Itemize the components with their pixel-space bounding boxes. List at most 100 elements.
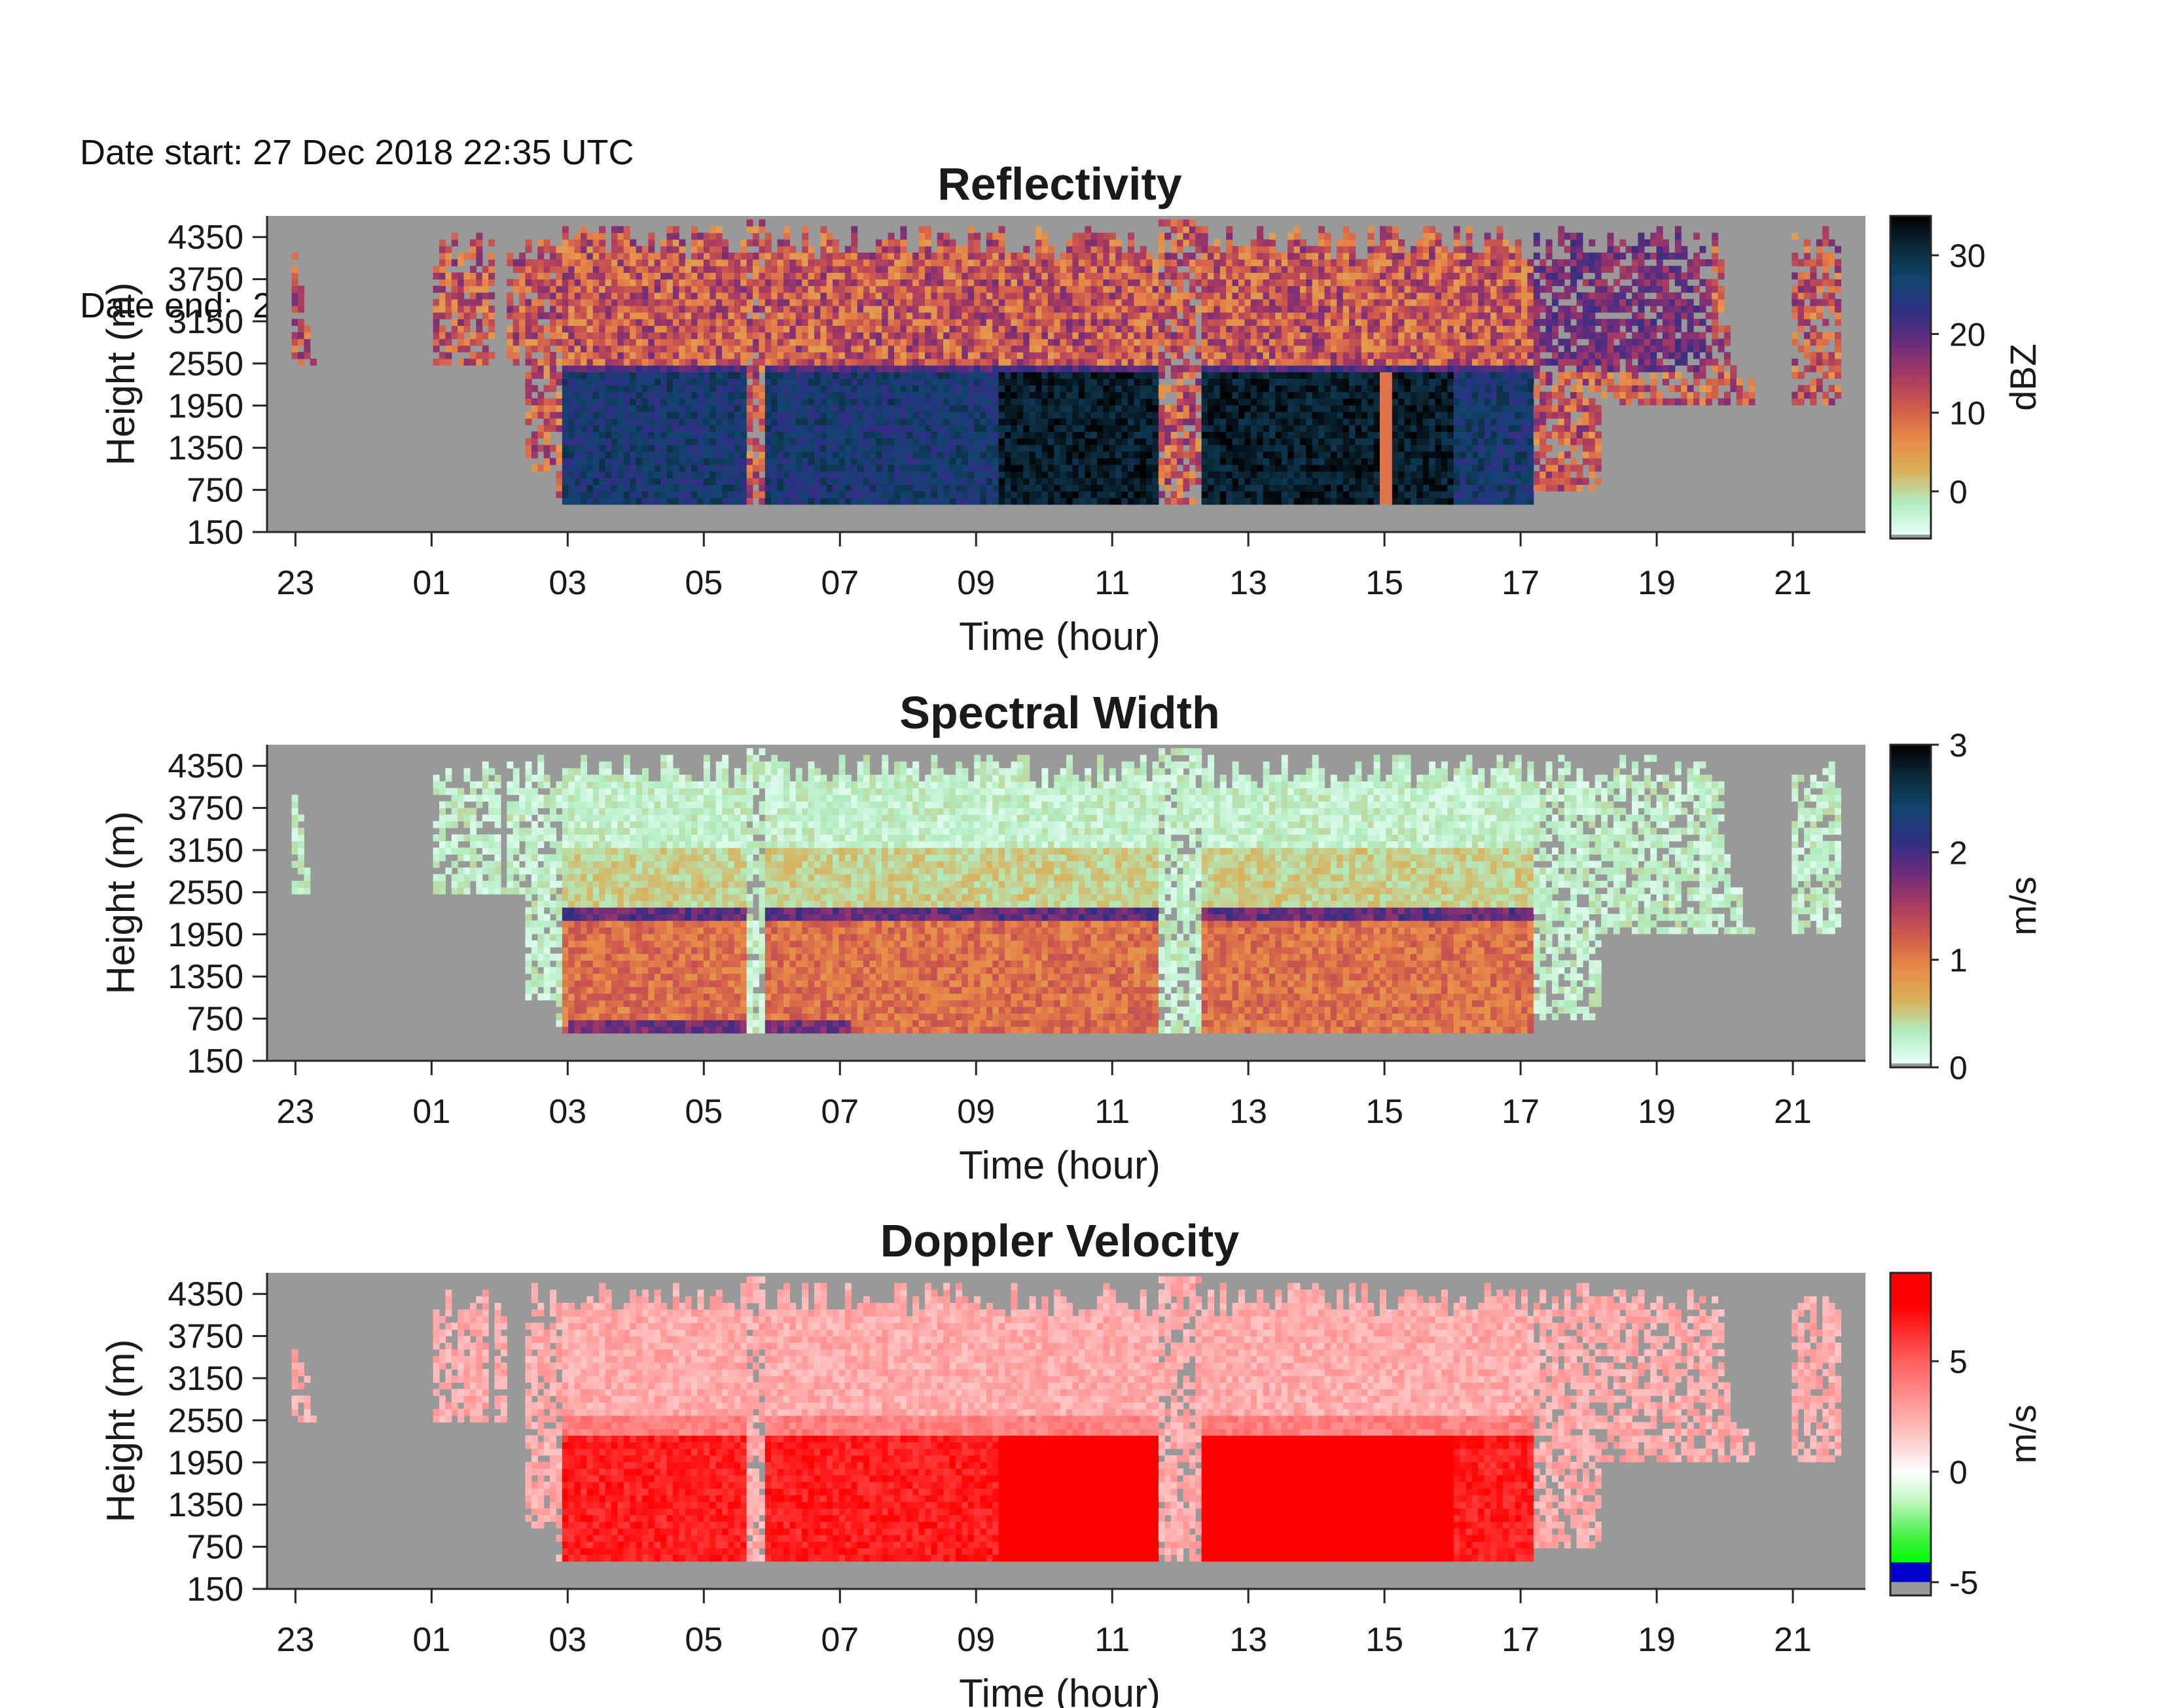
heatmap-cell [759,351,766,359]
heatmap-cell [943,471,950,478]
heatmap-cell [986,398,993,406]
heatmap-cell [882,358,889,366]
heatmap-cell [851,319,858,326]
heatmap-cell [1140,431,1147,439]
heatmap-cell [838,266,846,273]
heatmap-cell [740,325,747,333]
heatmap-cell [660,266,668,273]
heatmap-cell [869,444,876,452]
heatmap-cell [962,491,969,499]
heatmap-cell [451,319,458,326]
heatmap-cell [1023,259,1030,266]
heatmap-cell [568,252,575,260]
heatmap-cell [1103,239,1110,247]
heatmap-cell [1183,431,1190,439]
heatmap-cell [1054,279,1061,287]
heatmap-cell [1214,457,1221,465]
heatmap-cell [1244,497,1251,505]
heatmap-cell [611,351,618,359]
heatmap-cell [586,259,594,266]
heatmap-cell [955,398,962,406]
heatmap-cell [1195,385,1202,393]
heatmap-cell [851,404,858,412]
heatmap-cell [777,358,784,366]
heatmap-cell [439,272,446,280]
heatmap-cell [1257,418,1264,425]
heatmap-cell [1146,398,1153,406]
heatmap-cell [967,351,975,359]
heatmap-cell [1103,404,1110,412]
heatmap-cell [1250,358,1257,366]
heatmap-cell [900,471,907,478]
heatmap-cell [863,478,871,485]
heatmap-cell [581,391,587,399]
heatmap-cell [1183,338,1190,346]
heatmap-cell [697,319,704,326]
heatmap-cell [882,285,889,293]
heatmap-cell [814,378,821,386]
heatmap-cell [998,451,1005,459]
heatmap-cell [1146,444,1153,452]
heatmap-cell [439,351,446,359]
heatmap-cell [568,266,575,273]
heatmap-cell [1201,292,1208,300]
heatmap-cell [1208,252,1215,260]
heatmap-cell [1072,239,1079,247]
heatmap-cell [1238,444,1245,452]
heatmap-cell [574,351,581,359]
heatmap-cell [697,391,704,399]
heatmap-cell [734,478,741,485]
heatmap-cell [611,451,618,459]
heatmap-cell [525,259,532,266]
heatmap-cell [1035,478,1043,485]
heatmap-cell [980,451,987,459]
heatmap-cell [617,411,624,419]
heatmap-cell [617,451,624,459]
heatmap-cell [851,478,858,485]
heatmap-cell [1158,239,1165,247]
heatmap-cell [1244,451,1251,459]
heatmap-cell [851,378,858,386]
heatmap-cell [715,245,723,253]
heatmap-cell [1177,457,1184,465]
heatmap-cell [955,332,962,340]
heatmap-cell [1072,491,1079,499]
heatmap-cell [1158,457,1165,465]
heatmap-cell [888,425,895,432]
heatmap-cell [955,418,962,425]
heatmap-column [955,245,962,505]
heatmap-cell [789,259,797,266]
heatmap-cell [556,404,563,412]
heatmap-cell [808,338,815,346]
heatmap-cell [980,365,987,372]
heatmap-cell [833,425,840,432]
heatmap-cell [1250,411,1257,419]
heatmap-cell [1195,478,1202,485]
heatmap-cell [1029,444,1036,452]
heatmap-cell [1121,444,1128,452]
heatmap-cell [691,464,698,472]
heatmap-cell [617,312,624,319]
heatmap-cell [710,259,717,266]
heatmap-cell [795,279,802,287]
heatmap-cell [808,398,815,406]
heatmap-cell [980,385,987,393]
heatmap-cell [820,497,827,505]
heatmap-cell [1109,378,1116,386]
heatmap-cell [581,298,587,306]
heatmap-cell [445,292,452,300]
heatmap-cell [1054,378,1061,386]
heatmap-cell [967,372,975,379]
heatmap-cell [863,431,871,439]
heatmap-cell [660,497,668,505]
heatmap-cell [1257,425,1264,432]
heatmap-cell [851,312,858,319]
heatmap-cell [974,491,981,499]
heatmap-cell [875,325,882,333]
heatmap-cell [1017,484,1024,492]
heatmap-cell [1047,245,1054,253]
heatmap-cell [998,312,1005,319]
heatmap-cell [974,431,981,439]
heatmap-cell [838,305,846,313]
heatmap-cell [931,305,938,313]
